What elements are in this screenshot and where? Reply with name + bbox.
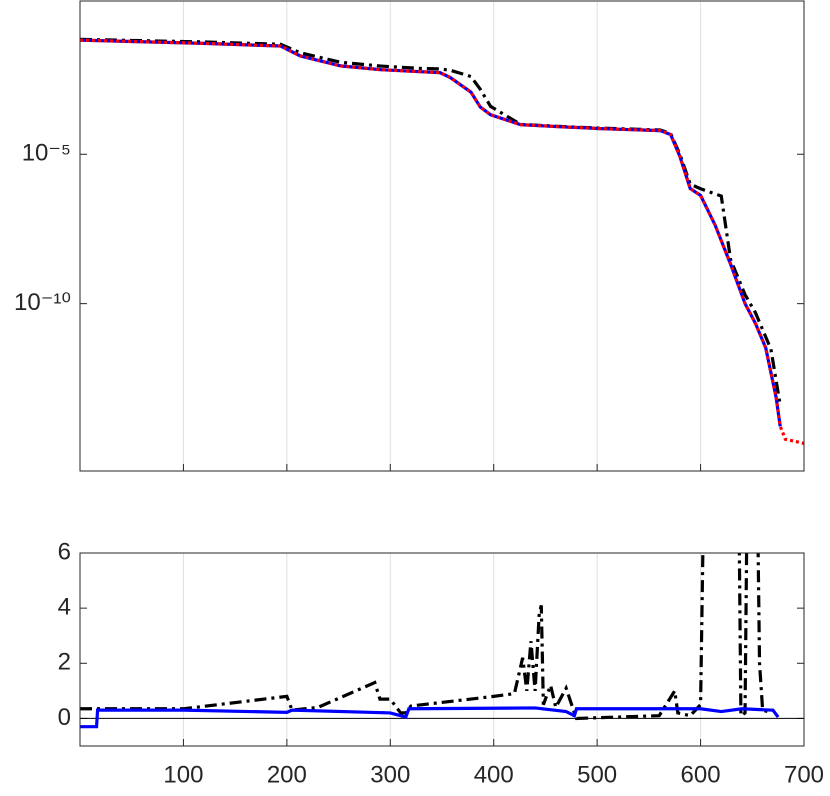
axes: 10⁻⁵ 10⁻¹⁰ [14, 0, 805, 472]
plot-frame [79, 552, 805, 747]
y-tick-label: 10⁻¹⁰ [14, 289, 71, 316]
y-tick-label: 2 [58, 649, 71, 676]
x-tick-label: 300 [370, 761, 410, 788]
x-tick-label: 500 [577, 761, 617, 788]
y-tick-label: 0 [58, 704, 71, 731]
plot-frame [79, 0, 805, 472]
x-tick-label: 600 [681, 761, 721, 788]
series-line [80, 553, 769, 721]
axes: 100 200 300 400 500 600 700 0 2 4 6 [58, 538, 824, 788]
x-tick-label: 100 [163, 761, 203, 788]
x-tick-label: 700 [784, 761, 824, 788]
y-tick-label: 6 [58, 538, 71, 565]
y-tick-label: 4 [58, 593, 71, 620]
x-tick-label: 200 [267, 761, 307, 788]
series-line [80, 706, 780, 729]
y-tick-label: 10⁻⁵ [22, 140, 71, 167]
x-tick-label: 400 [474, 761, 514, 788]
